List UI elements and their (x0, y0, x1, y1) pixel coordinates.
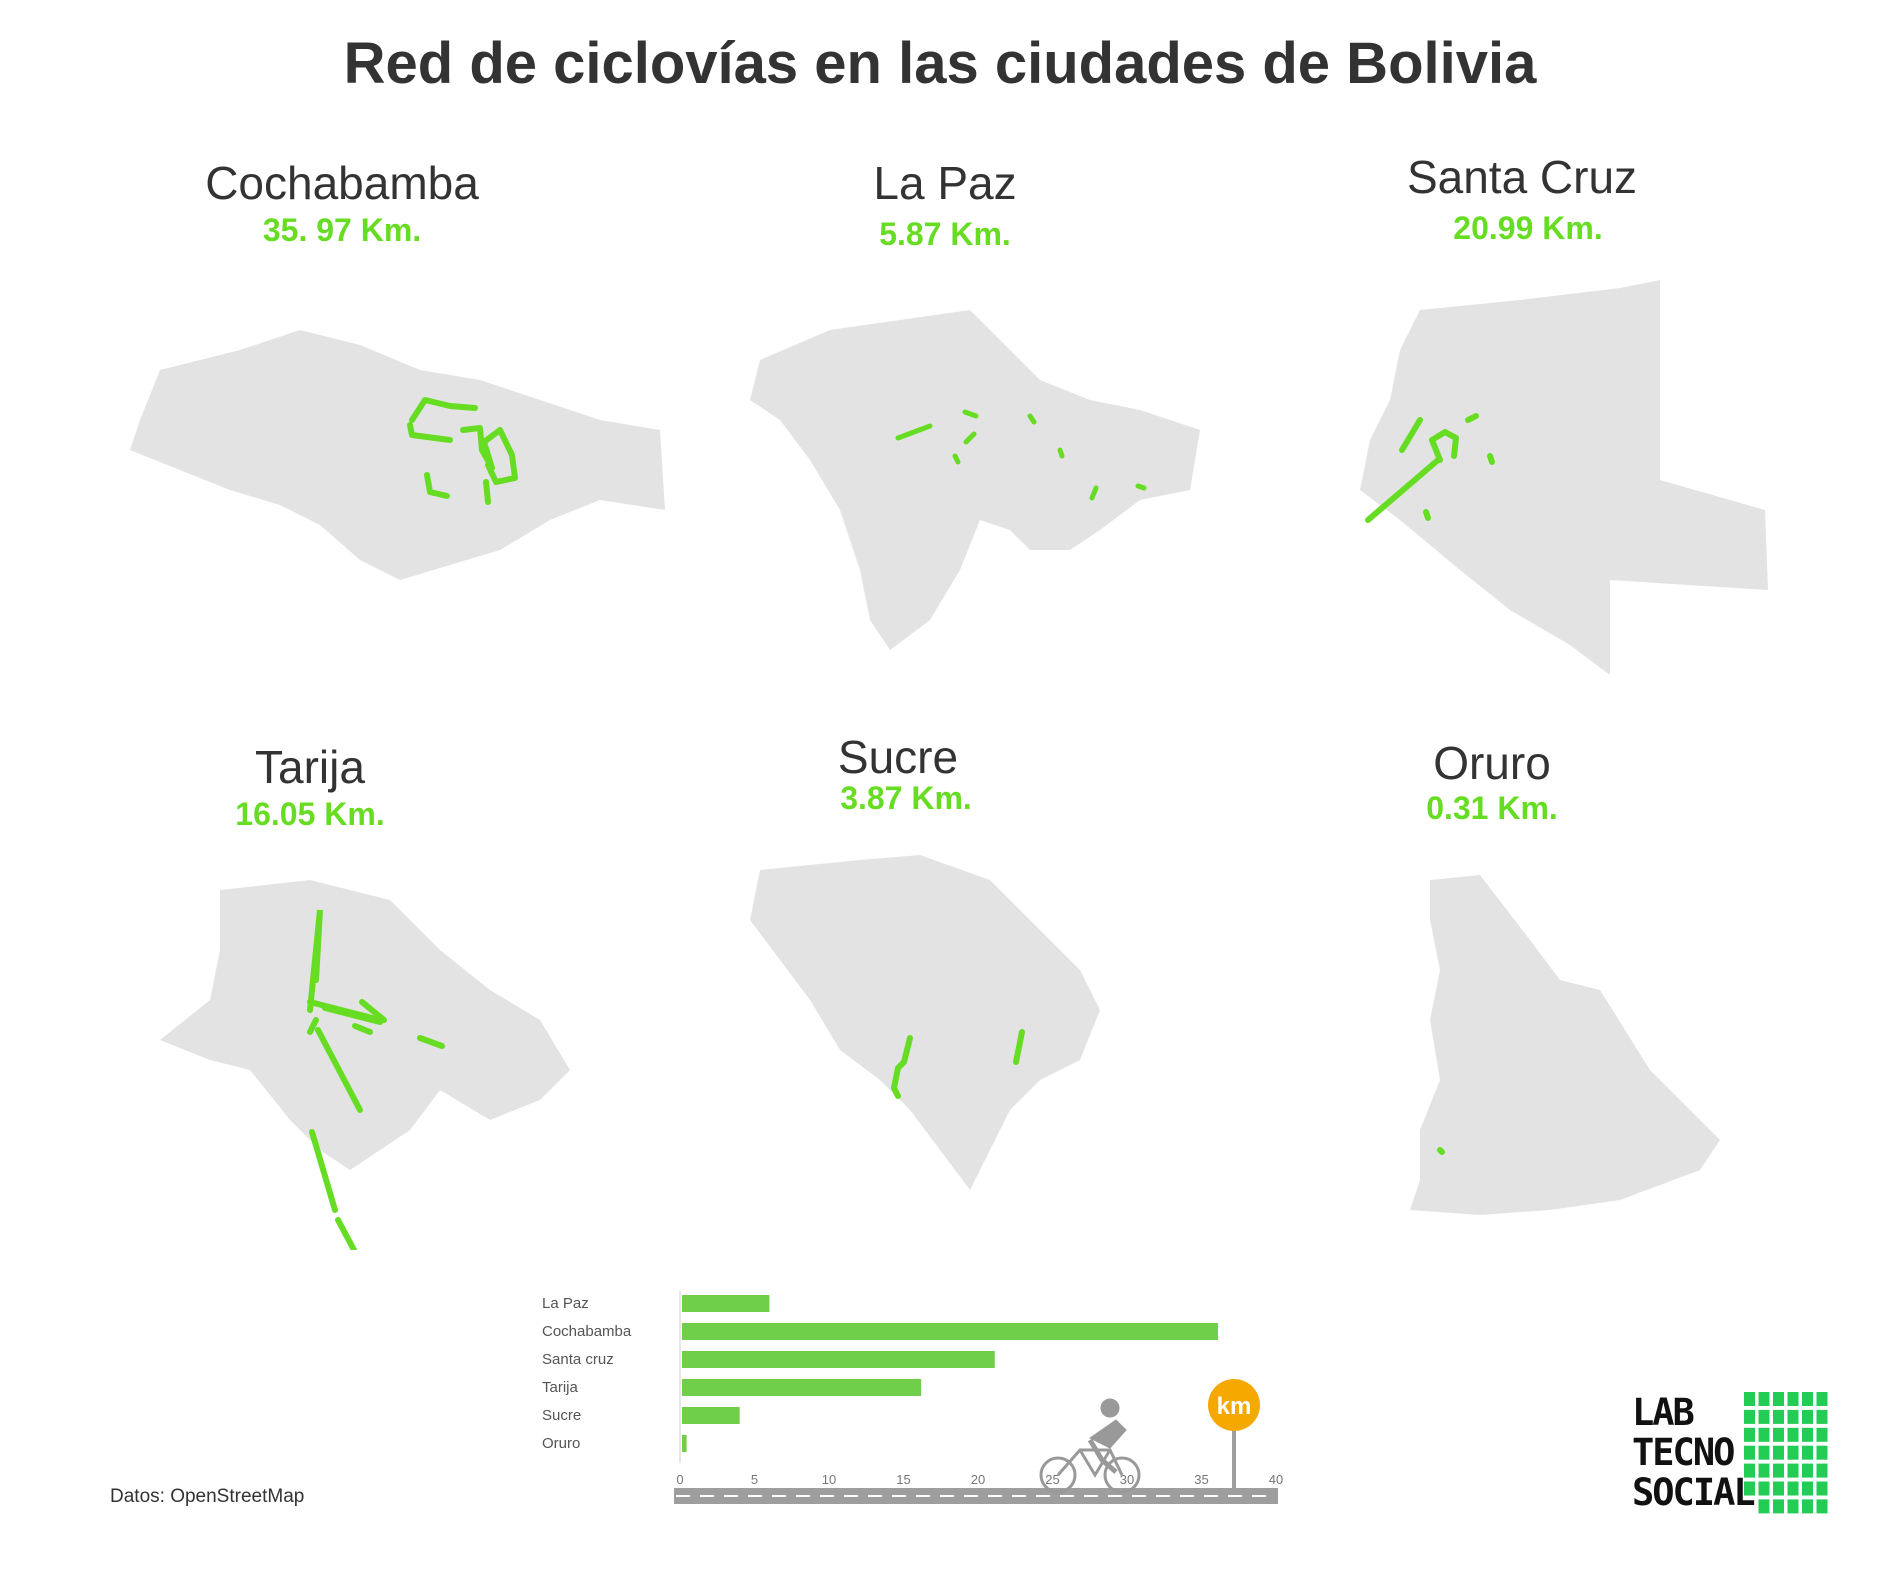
bar (682, 1379, 922, 1396)
logo-grid-square (1787, 1499, 1799, 1514)
logo-grid-square (1802, 1427, 1813, 1442)
bar (682, 1323, 1218, 1340)
logo-grid-square (1773, 1499, 1784, 1514)
labtecnosocial-logo: LAB TECNO SOCIAL (1632, 1390, 1832, 1514)
city-name-santa-cruz: Santa Cruz (1406, 151, 1638, 203)
logo-grid-square (1744, 1463, 1755, 1478)
logo-grid-square (1802, 1463, 1813, 1478)
bar (682, 1435, 687, 1452)
logo-grid-square (1758, 1445, 1770, 1460)
bar-label: Tarija (542, 1379, 579, 1396)
logo-grid-square (1816, 1499, 1828, 1514)
map-sucre (750, 855, 1100, 1190)
city-km-oruro: 0.31 Km. (1426, 790, 1558, 826)
logo-grid-square (1816, 1463, 1828, 1478)
logo-grid-square (1773, 1481, 1784, 1496)
map-tarija (160, 880, 570, 1250)
city-name-la-paz: La Paz (873, 157, 1017, 209)
logo-grid-square (1802, 1499, 1813, 1514)
logo-grid-square (1787, 1481, 1799, 1496)
logo-grid-square (1758, 1409, 1770, 1424)
logo-grid-icon (1744, 1392, 1828, 1514)
km-sign-icon: km (1208, 1379, 1260, 1490)
logo-grid-square (1744, 1392, 1755, 1406)
logo-grid-square (1773, 1463, 1784, 1478)
logo-line-2: TECNO (1632, 1431, 1735, 1474)
cyclist-icon (1039, 1398, 1141, 1494)
city-name-cochabamba: Cochabamba (205, 157, 479, 209)
logo-grid-square (1802, 1392, 1813, 1406)
logo-grid-square (1744, 1481, 1755, 1496)
city-km-tarija: 16.05 Km. (235, 796, 385, 832)
logo-grid-square (1758, 1392, 1770, 1406)
logo-grid-square (1773, 1445, 1784, 1460)
x-tick-label: 5 (751, 1472, 758, 1487)
logo-line-3: SOCIAL (1632, 1471, 1756, 1514)
city-km-santa-cruz: 20.99 Km. (1453, 210, 1603, 246)
x-tick-label: 20 (971, 1472, 985, 1487)
logo-grid-square (1816, 1392, 1828, 1406)
x-tick-label: 0 (676, 1472, 683, 1487)
logo-line-1: LAB (1632, 1391, 1695, 1434)
data-source-note: Datos: OpenStreetMap (110, 1486, 305, 1507)
bar-label: Santa cruz (542, 1351, 614, 1368)
logo-grid-square (1802, 1445, 1813, 1460)
map-santa-cruz (1360, 280, 1768, 675)
logo-grid-square (1773, 1409, 1784, 1424)
logo-grid-square (1744, 1427, 1755, 1442)
summary-bar-chart: La Paz Cochabamba Santa cruz Tarija Sucre Oru… (542, 1291, 1283, 1504)
logo-grid-square (1744, 1409, 1755, 1424)
logo-grid-square (1758, 1427, 1770, 1442)
map-cochabamba (130, 330, 665, 580)
logo-grid-square (1787, 1463, 1799, 1478)
bar (682, 1407, 740, 1424)
map-oruro (1410, 875, 1720, 1215)
logo-grid-square (1744, 1445, 1755, 1460)
x-tick-label: 25 (1045, 1472, 1059, 1487)
logo-grid-square (1773, 1427, 1784, 1442)
x-tick-label: 30 (1120, 1472, 1134, 1487)
logo-grid-square (1802, 1409, 1813, 1424)
logo-grid-square (1787, 1427, 1799, 1442)
logo-grid-square (1787, 1409, 1799, 1424)
city-km-sucre: 3.87 Km. (840, 780, 972, 816)
logo-grid-square (1758, 1463, 1770, 1478)
logo-grid-square (1816, 1409, 1828, 1424)
x-tick-label: 40 (1269, 1472, 1283, 1487)
logo-grid-square (1787, 1392, 1799, 1406)
x-tick-label: 15 (896, 1472, 910, 1487)
bar-label: Oruro (542, 1435, 580, 1452)
logo-grid-square (1816, 1445, 1828, 1460)
bar-label: Sucre (542, 1407, 581, 1424)
bar-label: Cochabamba (542, 1323, 632, 1340)
km-badge-label: km (1217, 1393, 1252, 1420)
city-name-tarija: Tarija (255, 741, 365, 793)
logo-grid-square (1816, 1481, 1828, 1496)
x-tick-label: 10 (822, 1472, 836, 1487)
x-tick-label: 35 (1194, 1472, 1208, 1487)
map-la-paz (750, 310, 1200, 650)
logo-grid-square (1802, 1481, 1813, 1496)
bar (682, 1351, 995, 1368)
logo-grid-square (1758, 1481, 1770, 1496)
city-km-cochabamba: 35. 97 Km. (262, 212, 422, 248)
page-title: Red de ciclovías en las ciudades de Boli… (343, 31, 1537, 96)
logo-grid-square (1787, 1445, 1799, 1460)
logo-grid-square (1758, 1499, 1770, 1514)
bar (682, 1295, 770, 1312)
logo-grid-square (1816, 1427, 1828, 1442)
city-name-sucre: Sucre (837, 731, 959, 783)
logo-grid-square (1773, 1392, 1784, 1406)
city-name-oruro: Oruro (1433, 737, 1551, 789)
city-km-la-paz: 5.87 Km. (879, 216, 1011, 252)
bar-label: La Paz (542, 1295, 589, 1312)
